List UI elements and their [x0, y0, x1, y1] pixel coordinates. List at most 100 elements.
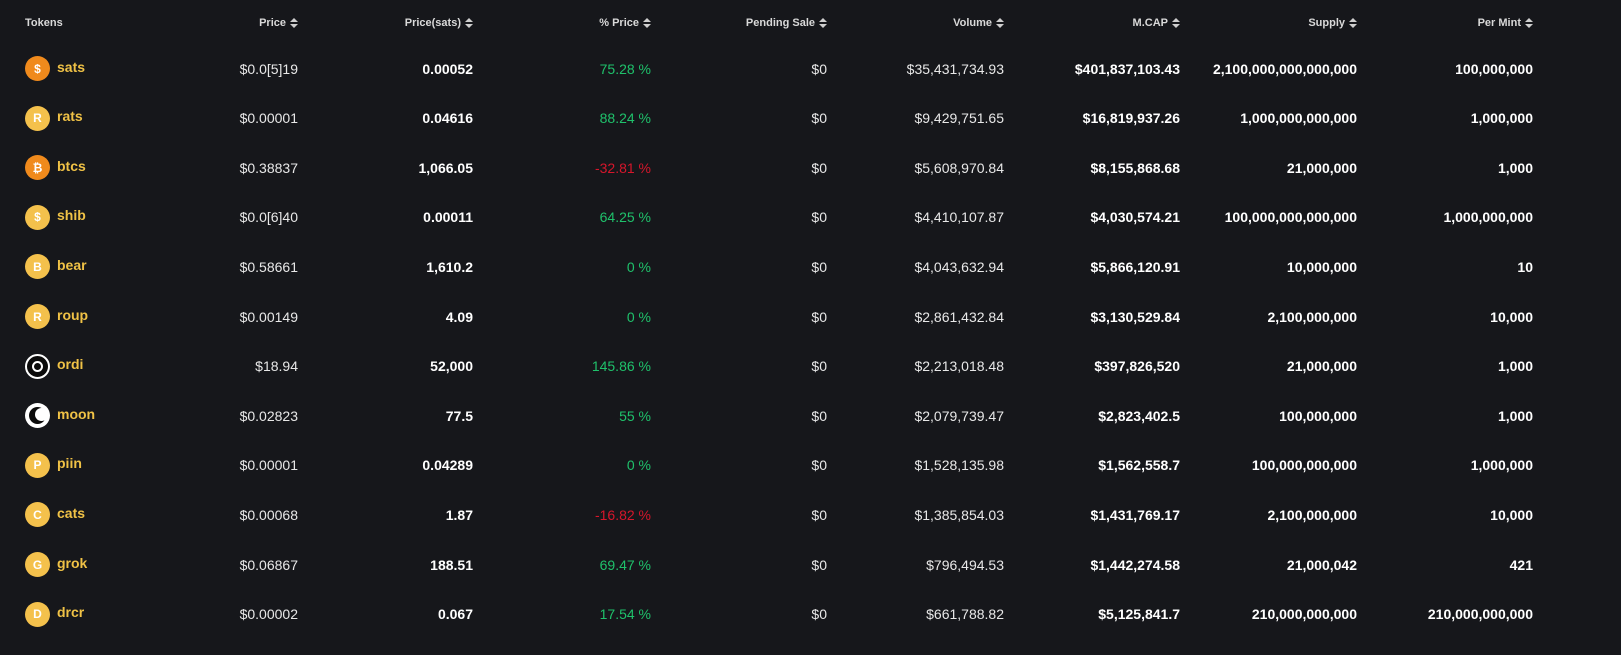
- sort-icon[interactable]: [290, 18, 298, 28]
- token-name[interactable]: roup: [57, 306, 89, 323]
- pct-price-cell: -32.81 %: [594, 159, 651, 176]
- header-per-mint[interactable]: Per Mint: [1478, 17, 1533, 29]
- pending-sale-cell: $0: [811, 506, 827, 523]
- table-row[interactable]: $ sats $0.0[5]19 0.00052 75.28 % $0 $35,431,73…: [0, 43, 1621, 94]
- pct-price-cell: 145.86 %: [591, 358, 651, 375]
- token-name[interactable]: cats: [57, 504, 86, 521]
- token-name[interactable]: moon: [57, 405, 96, 422]
- sort-icon[interactable]: [465, 18, 473, 28]
- token-cell[interactable]: $ shib: [25, 192, 86, 243]
- pending-sale-cell: $0: [811, 159, 827, 176]
- token-cell[interactable]: $ sats: [25, 43, 85, 94]
- table-row[interactable]: $ shib $0.0[6]40 0.00011 64.25 % $0 $4,410,107…: [0, 192, 1621, 243]
- p-coin-icon: P: [25, 452, 50, 478]
- table-header: Tokens Price Price(sats) % Price Pending…: [0, 0, 1621, 52]
- token-name[interactable]: ordi: [57, 356, 84, 373]
- coin-glyph: G: [32, 557, 43, 572]
- token-name[interactable]: shib: [57, 207, 86, 224]
- header-tokens[interactable]: Tokens: [25, 17, 63, 29]
- table-row[interactable]: ₿ btcs $0.38837 1,066.05 -32.81 % $0 $5,608,97…: [0, 142, 1621, 193]
- g-coin-icon: G: [25, 552, 50, 577]
- header-supply[interactable]: Supply: [1308, 17, 1357, 29]
- price-sats-cell: 188.51: [430, 556, 473, 573]
- pending-sale-cell: $0: [811, 258, 827, 275]
- sort-icon[interactable]: [996, 18, 1004, 28]
- mcap-cell: $4,030,574.21: [1090, 209, 1180, 226]
- header-pct-price[interactable]: % Price: [599, 17, 651, 29]
- pct-price-cell: -16.82 %: [594, 506, 651, 523]
- header-volume[interactable]: Volume: [953, 17, 1004, 29]
- sort-icon[interactable]: [1349, 18, 1357, 28]
- sort-icon[interactable]: [1172, 18, 1180, 28]
- price-cell: $0.00002: [239, 606, 298, 623]
- pct-price-cell: 17.54 %: [599, 606, 651, 623]
- volume-cell: $2,079,739.47: [914, 407, 1004, 424]
- coin-glyph: C: [33, 507, 42, 522]
- token-name[interactable]: piin: [57, 455, 82, 472]
- price-cell: $0.0[5]19: [239, 60, 298, 77]
- token-name[interactable]: sats: [57, 58, 86, 75]
- sort-icon[interactable]: [1525, 18, 1533, 28]
- token-name[interactable]: grok: [57, 554, 88, 571]
- header-pending-sale-label: Pending Sale: [745, 17, 815, 29]
- coin-glyph: ₿: [32, 160, 43, 175]
- pct-price-cell: 0 %: [626, 457, 651, 474]
- ordi-logo-icon: [25, 353, 50, 379]
- token-name[interactable]: bear: [57, 256, 87, 273]
- token-cell[interactable]: ₿ btcs: [25, 142, 86, 193]
- volume-cell: $796,494.53: [926, 556, 1004, 573]
- header-pct-price-label: % Price: [599, 17, 639, 29]
- supply-cell: 21,000,042: [1286, 556, 1357, 573]
- header-price-label: Price: [259, 17, 286, 29]
- sort-icon[interactable]: [819, 18, 827, 28]
- table-row[interactable]: moon $0.02823 77.5 55 % $0 $2,079,739.47 $2,82…: [0, 390, 1621, 441]
- header-pending-sale[interactable]: Pending Sale: [746, 17, 827, 29]
- per-mint-cell: 1,000: [1497, 159, 1533, 176]
- price-cell: $0.38837: [239, 159, 298, 176]
- token-name[interactable]: rats: [57, 108, 83, 125]
- volume-cell: $1,528,135.98: [914, 457, 1004, 474]
- mcap-cell: $2,823,402.5: [1098, 407, 1180, 424]
- coin-glyph: R: [33, 111, 42, 126]
- sort-icon[interactable]: [643, 18, 651, 28]
- pct-price-cell: 88.24 %: [599, 110, 651, 127]
- moon-logo-icon: [25, 403, 50, 429]
- pending-sale-cell: $0: [811, 606, 827, 623]
- per-mint-cell: 1,000: [1497, 407, 1533, 424]
- price-sats-cell: 1,066.05: [418, 159, 474, 176]
- supply-cell: 100,000,000,000,000: [1224, 209, 1357, 226]
- token-name[interactable]: drcr: [57, 604, 85, 621]
- token-cell[interactable]: ordi: [25, 341, 83, 392]
- bitcoin-coin-icon: ₿: [25, 155, 50, 181]
- pct-price-cell: 75.28 %: [599, 60, 651, 77]
- per-mint-cell: 10,000: [1490, 308, 1533, 325]
- volume-cell: $2,861,432.84: [914, 308, 1004, 325]
- header-price[interactable]: Price: [259, 17, 298, 29]
- pending-sale-cell: $0: [811, 308, 827, 325]
- supply-cell: 2,100,000,000: [1267, 506, 1357, 523]
- header-mcap[interactable]: M.CAP: [1133, 17, 1180, 29]
- table-row[interactable]: ordi $18.94 52,000 145.86 % $0 $2,213,018.48 $…: [0, 341, 1621, 392]
- supply-cell: 2,100,000,000,000,000: [1212, 60, 1357, 77]
- pct-price-cell: 64.25 %: [599, 209, 651, 226]
- token-name[interactable]: btcs: [57, 157, 86, 174]
- header-price-sats[interactable]: Price(sats): [405, 17, 473, 29]
- per-mint-cell: 10: [1517, 258, 1533, 275]
- token-cell[interactable]: moon: [25, 390, 95, 441]
- mcap-cell: $1,431,769.17: [1090, 506, 1180, 523]
